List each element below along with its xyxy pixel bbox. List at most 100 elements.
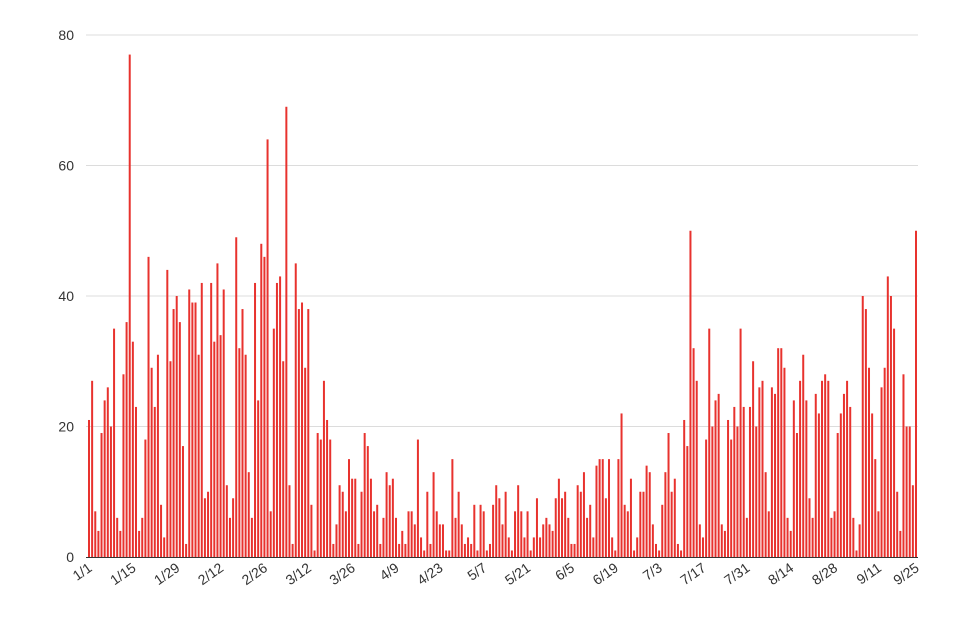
bar [861,296,864,557]
bar [561,498,564,557]
x-tick-label: 2/12 [195,559,227,588]
bar [423,550,426,557]
bar [385,472,388,557]
bar [275,282,278,557]
bar [282,361,285,557]
bar [122,374,125,557]
bar [247,472,250,557]
y-tick-label: 60 [58,158,74,174]
x-tick-label: 2/26 [239,559,271,588]
bar [670,491,673,557]
bar [172,309,175,557]
bar [113,328,116,558]
bar [846,380,849,557]
bar [210,282,213,557]
x-tick-label: 4/23 [414,559,446,588]
bar [197,354,200,557]
bar [163,537,166,557]
bar [348,459,350,558]
bar [902,374,905,557]
bar [780,348,783,557]
bar [379,543,382,557]
bar [222,289,225,557]
bar [698,524,701,558]
bar [720,524,723,558]
bar [476,550,479,557]
bar [407,511,410,557]
bar [473,504,476,557]
bar [661,504,664,557]
bar [319,439,322,557]
bar [886,276,889,557]
x-tick-label: 5/21 [502,559,534,588]
bar [651,524,654,558]
bar [219,335,222,557]
bar [116,517,119,557]
bar [595,465,598,557]
bar [510,550,513,557]
x-tick-label: 5/7 [464,559,489,583]
bar [263,256,266,557]
bar [285,106,288,558]
bar [711,426,714,557]
bar [692,348,695,557]
bar [482,511,485,557]
bar [802,354,805,557]
bar [244,354,247,557]
bar [629,478,632,557]
bar [338,485,341,557]
bar [542,524,545,558]
bar [254,282,257,557]
bar [623,504,626,557]
bar [257,400,260,557]
bar [310,504,313,557]
bar [839,413,842,557]
bar [736,426,739,557]
bar [545,517,548,557]
bar [332,543,335,557]
bar [579,491,582,557]
bar [147,256,150,557]
bar [235,237,238,557]
bar [376,504,379,557]
bar [341,491,344,557]
bar [548,524,551,558]
bar [714,400,717,557]
bar [279,276,282,557]
bar [708,328,711,558]
bar [723,530,726,557]
y-axis-tick-labels: 0 20 40 60 80 [58,27,74,565]
x-tick-label: 6/5 [552,559,577,583]
bar [871,413,874,557]
bar [658,550,661,557]
bar [463,543,466,557]
bar [404,543,407,557]
bar [382,517,385,557]
x-tick-label: 4/9 [377,559,402,583]
bar [582,472,585,557]
bar [398,543,401,557]
bar [601,459,604,558]
bar [391,478,394,557]
bar [128,54,131,557]
bar [388,485,391,557]
bar [451,459,454,558]
bar [441,524,444,558]
bar [639,491,642,557]
bar [260,243,263,558]
bar [354,478,357,557]
bar [626,511,629,557]
bar [686,446,689,557]
bar [200,282,203,557]
bar [304,367,307,557]
bar [432,472,435,557]
bar [366,446,369,557]
bar [413,524,416,558]
bar [91,380,94,557]
bar [479,504,482,557]
bar [103,400,106,557]
bars [88,54,917,558]
bar [805,400,808,557]
bar [739,328,742,558]
bar [905,426,908,557]
